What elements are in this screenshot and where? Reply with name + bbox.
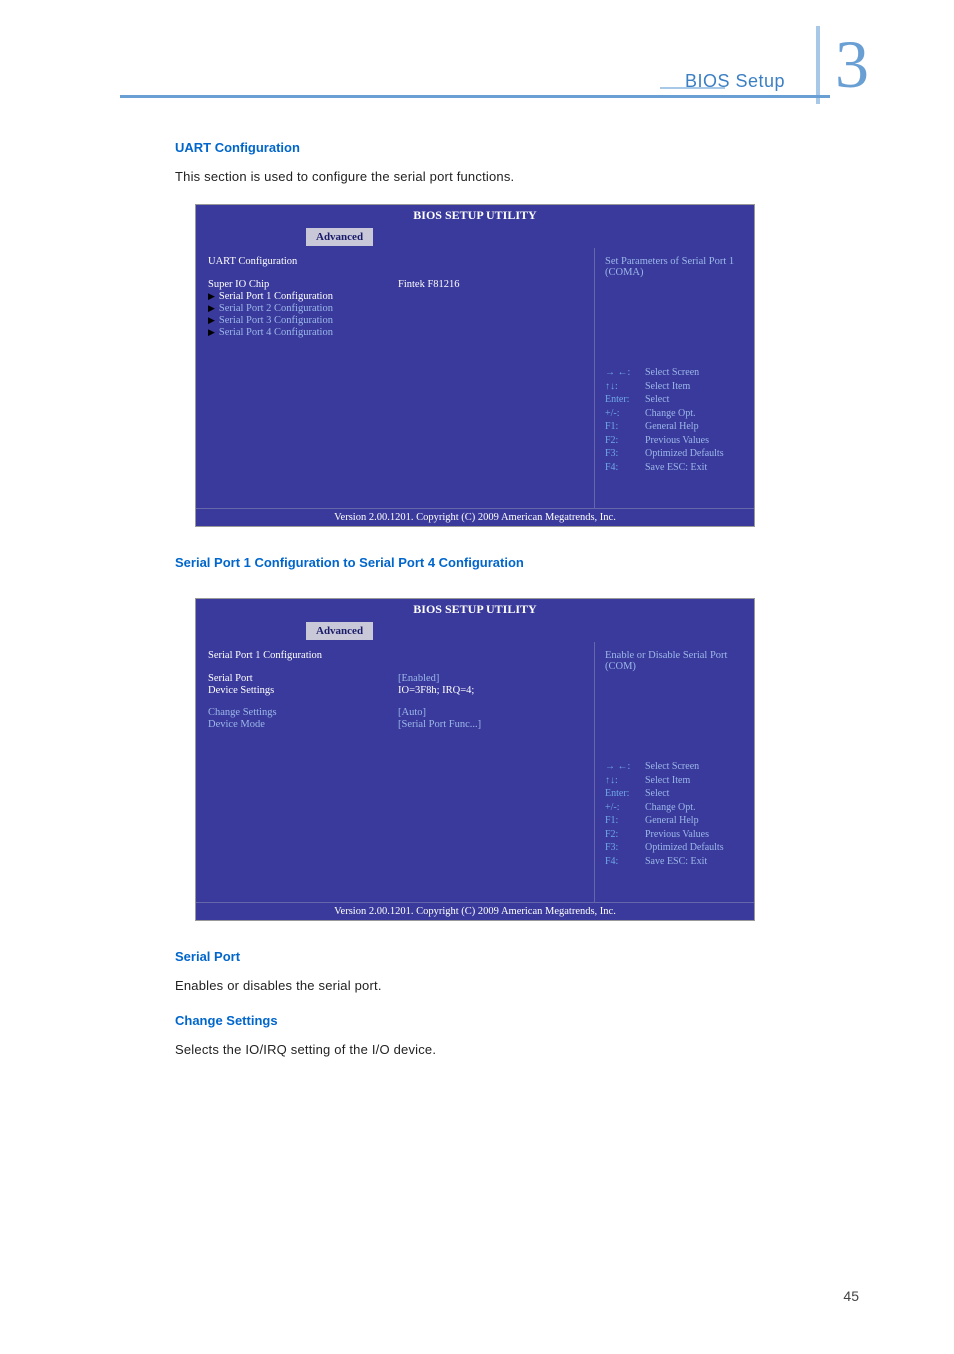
bios-row-devmode[interactable]: Device Mode [Serial Port Func...] (208, 719, 582, 730)
bios-screenshot-1: BIOS SETUP UTILITY Advanced UART Configu… (195, 204, 755, 527)
key: F2: (605, 434, 645, 448)
key-desc: Optimized Defaults (645, 841, 744, 855)
row-value: [Enabled] (398, 673, 582, 684)
chapter-divider (816, 26, 820, 104)
key: ↑↓: (605, 380, 645, 394)
bios-row-sp4[interactable]: ▶ Serial Port 4 Configuration (208, 327, 582, 338)
key: → ←: (605, 760, 645, 774)
key-desc: Change Opt. (645, 407, 744, 421)
row-value: [Serial Port Func...] (398, 719, 582, 730)
submenu-arrow-icon: ▶ (208, 327, 215, 338)
submenu-arrow-icon: ▶ (208, 315, 215, 326)
row-value: IO=3F8h; IRQ=4; (398, 685, 582, 696)
bios-row-sp2[interactable]: ▶ Serial Port 2 Configuration (208, 303, 582, 314)
key-desc: Save ESC: Exit (645, 461, 744, 475)
bios-left-panel: UART Configuration Super IO Chip Fintek … (196, 248, 594, 508)
key-desc: Select Screen (645, 760, 744, 774)
submenu-arrow-icon: ▶ (208, 291, 215, 302)
row-label: Serial Port 1 Configuration (219, 291, 333, 302)
bios-row-devset: Device Settings IO=3F8h; IRQ=4; (208, 685, 582, 696)
key-desc: Save ESC: Exit (645, 855, 744, 869)
bios-row-sp3[interactable]: ▶ Serial Port 3 Configuration (208, 315, 582, 326)
bios-key-legend: → ←:Select Screen ↑↓:Select Item Enter:S… (605, 366, 744, 474)
row-label: Serial Port (208, 673, 398, 684)
header-rule (120, 95, 830, 98)
bios-key-legend: → ←:Select Screen ↑↓:Select Item Enter:S… (605, 760, 744, 868)
key-desc: Previous Values (645, 434, 744, 448)
row-value: Fintek F81216 (398, 279, 582, 290)
row-label: Serial Port 3 Configuration (219, 315, 333, 326)
bios-row-sp1[interactable]: ▶ Serial Port 1 Configuration (208, 291, 582, 302)
bios-row-superio: Super IO Chip Fintek F81216 (208, 279, 582, 290)
row-label: Device Mode (208, 719, 398, 730)
key-desc: Select Screen (645, 366, 744, 380)
key: +/-: (605, 407, 645, 421)
serial-port-heading: Serial Port (175, 949, 775, 964)
key: F2: (605, 828, 645, 842)
bios-help-text: Enable or Disable Serial Port (COM) (605, 650, 744, 760)
key-desc: Optimized Defaults (645, 447, 744, 461)
section-label: BIOS Setup (685, 71, 785, 92)
row-label: Serial Port 2 Configuration (219, 303, 333, 314)
key: F3: (605, 447, 645, 461)
key: F4: (605, 461, 645, 475)
bios-tab-advanced[interactable]: Advanced (306, 622, 373, 640)
bios-panel-title: Serial Port 1 Configuration (208, 650, 582, 661)
row-label: Change Settings (208, 707, 398, 718)
bios-screenshot-2: BIOS SETUP UTILITY Advanced Serial Port … (195, 598, 755, 921)
page-number: 45 (843, 1288, 859, 1304)
bios-right-panel: Set Parameters of Serial Port 1 (COMA) →… (594, 248, 754, 508)
key: ↑↓: (605, 774, 645, 788)
key: F1: (605, 420, 645, 434)
bios-body: UART Configuration Super IO Chip Fintek … (196, 248, 754, 508)
uart-config-heading: UART Configuration (175, 140, 775, 155)
bios-title: BIOS SETUP UTILITY (196, 599, 754, 620)
key: Enter: (605, 393, 645, 407)
key-desc: Previous Values (645, 828, 744, 842)
key: F4: (605, 855, 645, 869)
submenu-arrow-icon: ▶ (208, 303, 215, 314)
row-value: [Auto] (398, 707, 582, 718)
key-desc: Select Item (645, 774, 744, 788)
bios-row-changeset[interactable]: Change Settings [Auto] (208, 707, 582, 718)
key: F1: (605, 814, 645, 828)
serial-port-desc: Enables or disables the serial port. (175, 978, 775, 993)
key-desc: General Help (645, 814, 744, 828)
bios-body: Serial Port 1 Configuration Serial Port … (196, 642, 754, 902)
change-settings-desc: Selects the IO/IRQ setting of the I/O de… (175, 1042, 775, 1057)
bios-tab-advanced[interactable]: Advanced (306, 228, 373, 246)
key: Enter: (605, 787, 645, 801)
key: +/-: (605, 801, 645, 815)
row-label: Super IO Chip (208, 279, 398, 290)
sp1-to-sp4-heading: Serial Port 1 Configuration to Serial Po… (175, 555, 775, 570)
key-desc: Change Opt. (645, 801, 744, 815)
bios-row-serialport[interactable]: Serial Port [Enabled] (208, 673, 582, 684)
bios-footer: Version 2.00.1201. Copyright (C) 2009 Am… (196, 902, 754, 920)
bios-tab-bar: Advanced (196, 620, 754, 642)
key-desc: General Help (645, 420, 744, 434)
bios-footer: Version 2.00.1201. Copyright (C) 2009 Am… (196, 508, 754, 526)
bios-left-panel: Serial Port 1 Configuration Serial Port … (196, 642, 594, 902)
change-settings-heading: Change Settings (175, 1013, 775, 1028)
row-label: Serial Port 4 Configuration (219, 327, 333, 338)
uart-config-intro: This section is used to configure the se… (175, 169, 775, 184)
key-desc: Select (645, 393, 744, 407)
bios-title: BIOS SETUP UTILITY (196, 205, 754, 226)
chapter-number: 3 (835, 30, 869, 98)
bios-help-text: Set Parameters of Serial Port 1 (COMA) (605, 256, 744, 366)
key-desc: Select (645, 787, 744, 801)
key: F3: (605, 841, 645, 855)
bios-panel-title: UART Configuration (208, 256, 582, 267)
key: → ←: (605, 366, 645, 380)
bios-tab-bar: Advanced (196, 226, 754, 248)
content-area: UART Configuration This section is used … (175, 140, 775, 1077)
bios-right-panel: Enable or Disable Serial Port (COM) → ←:… (594, 642, 754, 902)
row-label: Device Settings (208, 685, 398, 696)
key-desc: Select Item (645, 380, 744, 394)
